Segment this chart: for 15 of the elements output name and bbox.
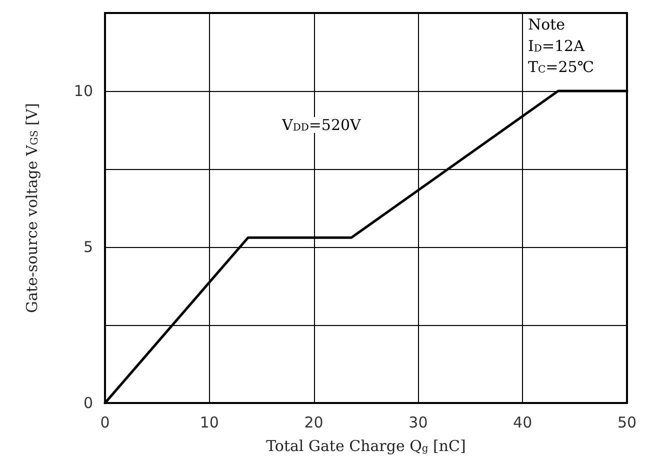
x-tick-label: 50 (617, 414, 637, 432)
y-tick-label: 5 (83, 238, 93, 256)
y-axis-title: Gate-source voltage VGS [V] (23, 102, 41, 313)
y-tick-label: 0 (83, 394, 93, 412)
x-axis-title: Total Gate Charge Qg [nC] (266, 437, 466, 455)
annotation: ID=12A (528, 37, 585, 55)
x-tick-label: 20 (304, 414, 324, 432)
annotation: TC=25℃ (528, 58, 594, 76)
x-tick-label: 10 (200, 414, 219, 432)
annotation: Note (528, 16, 566, 34)
x-tick-label: 40 (513, 414, 532, 432)
x-tick-label: 0 (100, 414, 110, 432)
annotation: VDD=520V (281, 116, 362, 134)
y-tick-label: 10 (74, 82, 93, 100)
x-tick-label: 30 (408, 414, 428, 432)
